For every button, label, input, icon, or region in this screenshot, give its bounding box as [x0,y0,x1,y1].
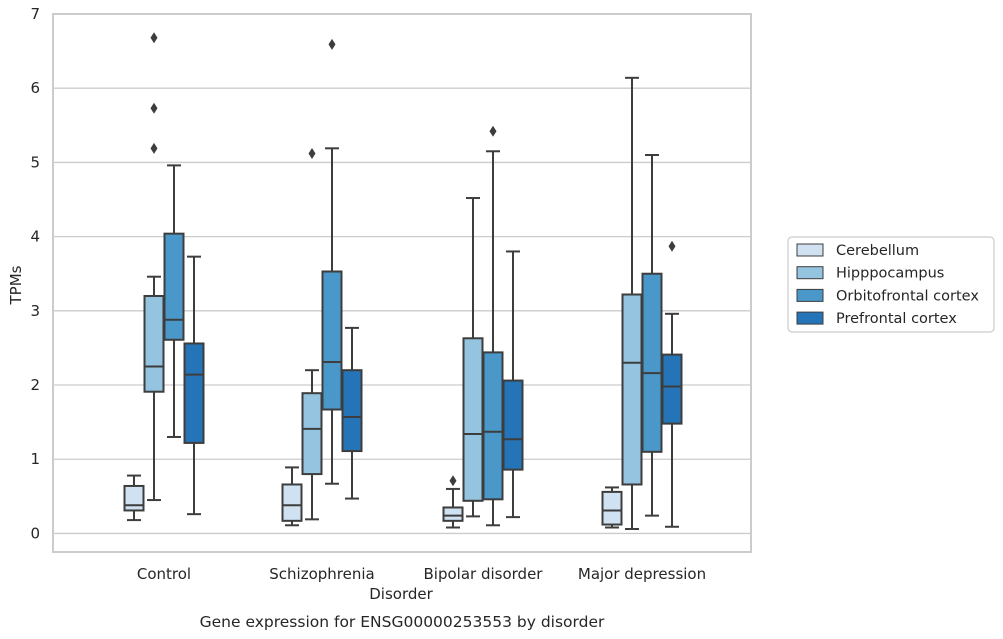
iqr-box [661,353,683,425]
iqr-box [163,232,185,341]
y-tick-label: 7 [30,5,40,23]
outlier-marker [150,142,158,154]
legend-label: Cerebellum [836,243,919,259]
y-tick-label: 2 [30,376,40,394]
y-tick-label: 5 [30,153,40,171]
box-orbitofrontal-cortex [163,164,185,438]
x-tick-label: Major depression [578,565,706,583]
tick-labels: 0 1 2 3 4 5 6 7 Control Schizophrenia Bipolar diso… [30,5,706,583]
box-prefrontal-cortex [661,240,683,528]
box-hipppocampus [621,76,643,530]
iqr-box [183,342,205,444]
box-prefrontal-cortex [183,255,205,516]
legend-label: Hipppocampus [836,266,944,282]
iqr-box [601,490,623,526]
outlier-marker [489,125,497,137]
y-tick-label: 4 [30,228,40,246]
outlier-marker [308,148,316,160]
x-axis-label: Disorder [369,585,433,603]
legend-swatch [796,288,824,302]
box-cerebellum [123,474,145,522]
x-tick-label: Bipolar disorder [424,565,544,583]
chart-caption: Gene expression for ENSG00000253553 by d… [200,613,605,631]
plot-frame [52,13,752,553]
box-cerebellum [601,486,623,529]
box-hipppocampus [462,197,484,518]
iqr-box [641,272,663,453]
box-prefrontal-cortex [341,326,363,500]
iqr-box [123,484,145,512]
box-cerebellum [442,475,464,529]
legend-swatch [796,243,824,257]
iqr-box [301,392,323,476]
box-cerebellum [281,466,303,527]
legend-item: Cerebellum [796,243,919,259]
y-tick-label: 3 [30,302,40,320]
x-tick-label: Schizophrenia [269,565,374,583]
legend-swatch [796,311,824,325]
y-axis-label: TPMs [7,265,25,305]
legend-label: Prefrontal cortex [836,311,957,327]
box-prefrontal-cortex [502,250,524,519]
box-hipppocampus [143,32,165,502]
legend-item: Orbitofrontal cortex [796,288,979,304]
y-tick-label: 6 [30,79,40,97]
legend-label: Orbitofrontal cortex [836,288,979,304]
iqr-box [482,351,504,501]
iqr-box [281,483,303,522]
y-tick-label: 0 [30,524,40,542]
box-orbitofrontal-cortex [482,125,504,527]
iqr-box [462,337,484,502]
iqr-box [341,369,363,453]
y-tick-label: 1 [30,450,40,468]
boxes-layer [123,32,683,530]
outlier-marker [449,475,457,487]
iqr-box [442,506,464,522]
legend: Cerebellum Hipppocampus Orbitofrontal cort… [787,236,995,333]
iqr-box [143,294,165,393]
box-hipppocampus [301,148,323,521]
outlier-marker [150,32,158,44]
legend-item: Hipppocampus [796,266,944,282]
box-orbitofrontal-cortex [641,153,663,517]
legend-item: Prefrontal cortex [796,311,957,327]
iqr-box [502,379,524,471]
iqr-box [621,293,643,486]
iqr-box [321,270,343,411]
legend-frame [787,236,995,333]
outlier-marker [328,38,336,50]
legend-swatch [796,266,824,280]
x-tick-label: Control [137,565,191,583]
outlier-marker [150,102,158,114]
outlier-marker [668,240,676,252]
box-orbitofrontal-cortex [321,38,343,485]
